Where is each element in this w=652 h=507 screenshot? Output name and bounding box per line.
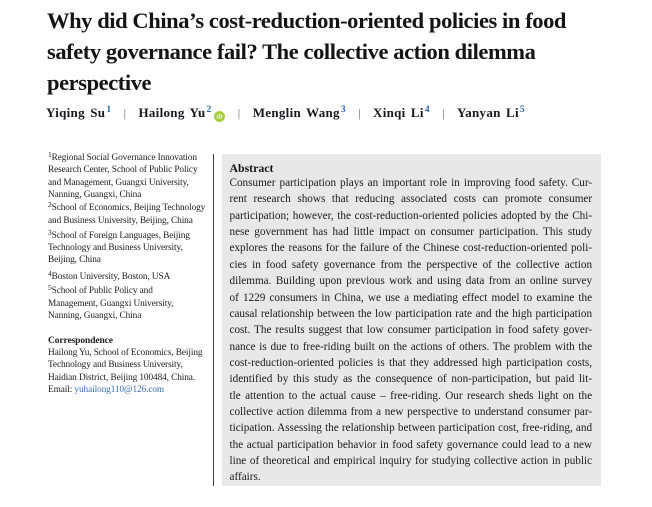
svg-text:iD: iD [217,115,223,121]
